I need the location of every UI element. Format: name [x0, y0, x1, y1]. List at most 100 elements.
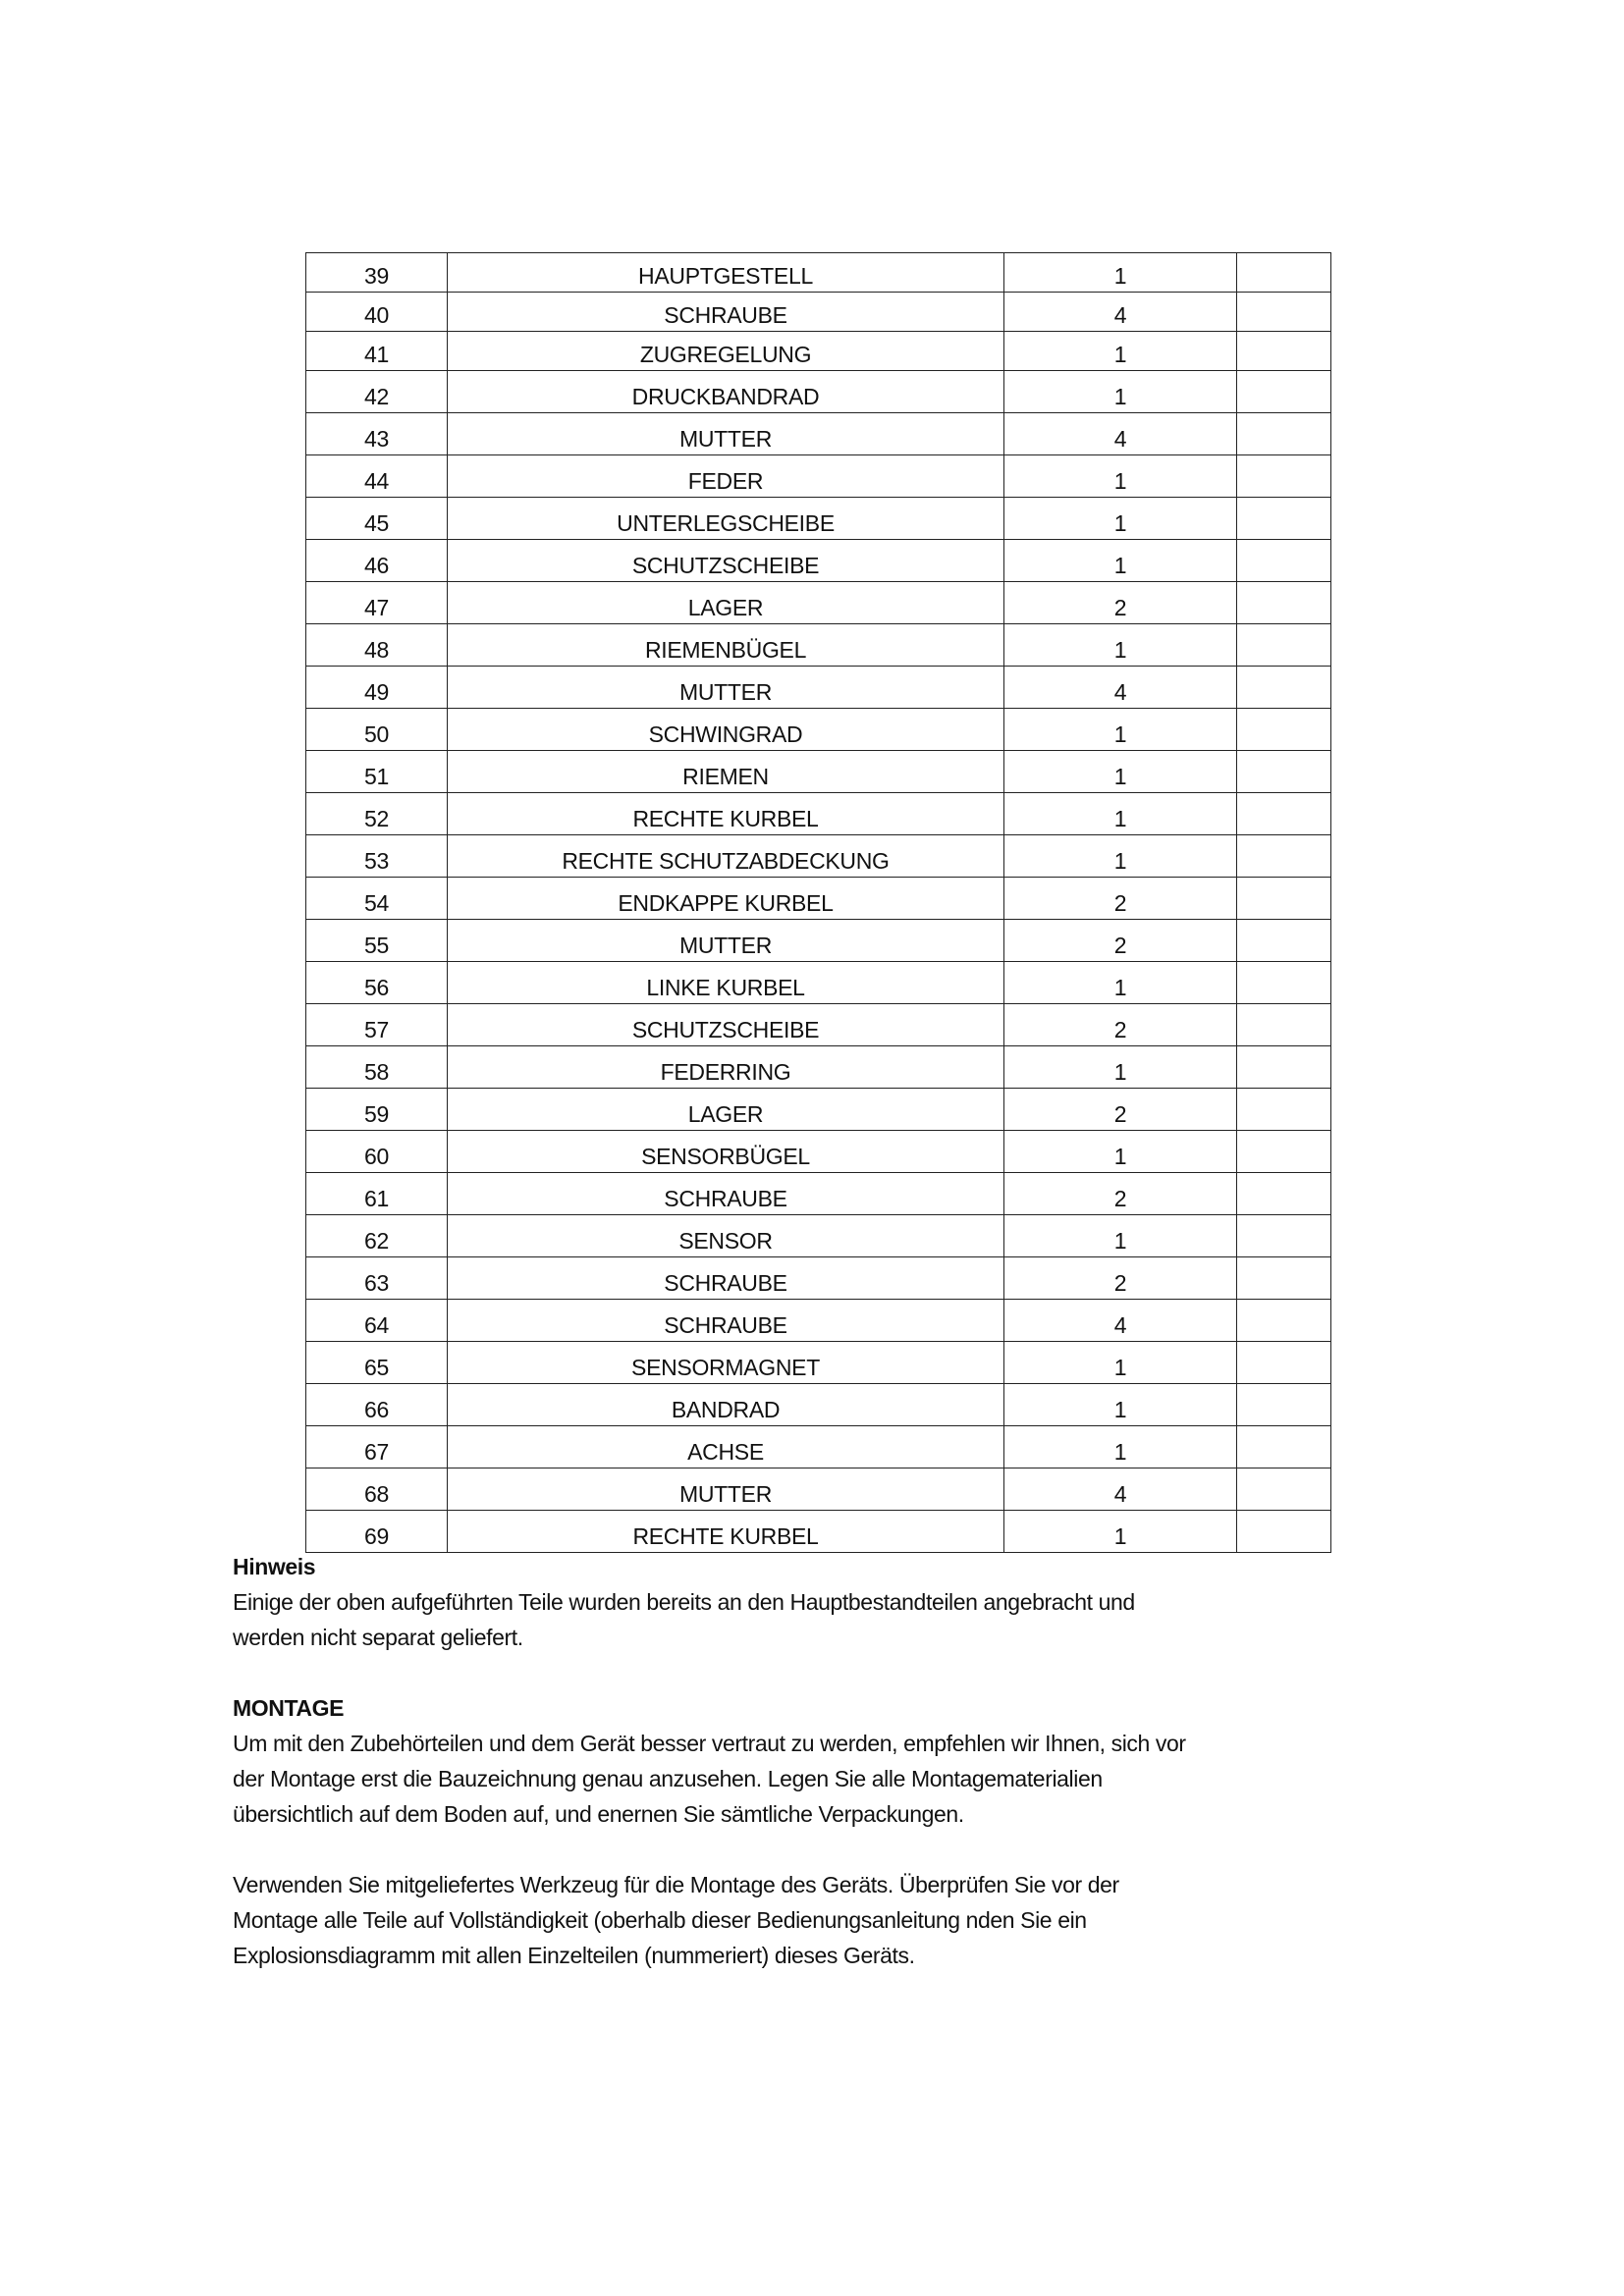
part-name-cell: SCHUTZSCHEIBE [447, 539, 1004, 582]
part-number-cell: 45 [305, 497, 448, 540]
part-number-cell: 58 [305, 1045, 448, 1089]
quantity-cell: 2 [1003, 877, 1237, 920]
quantity-cell: 1 [1003, 1130, 1237, 1173]
part-number-cell: 46 [305, 539, 448, 582]
part-number-cell: 52 [305, 792, 448, 835]
table-row: 66 BANDRAD 1 [305, 1383, 1331, 1426]
part-number-cell: 60 [305, 1130, 448, 1173]
part-name-cell: RECHTE SCHUTZABDECKUNG [447, 834, 1004, 878]
check-cell [1236, 454, 1331, 498]
quantity-cell: 4 [1003, 1468, 1237, 1511]
part-name-cell: RIEMEN [447, 750, 1004, 793]
table-row: 59 LAGER 2 [305, 1088, 1331, 1131]
table-row: 40 SCHRAUBE 4 [305, 292, 1331, 332]
part-name-cell: SCHWINGRAD [447, 708, 1004, 751]
text-line: Einige der oben aufgeführten Teile wurde… [233, 1589, 1135, 1615]
part-number-cell: 69 [305, 1510, 448, 1553]
check-cell [1236, 919, 1331, 962]
part-name-cell: SCHRAUBE [447, 1172, 1004, 1215]
part-name-cell: FEDERRING [447, 1045, 1004, 1089]
check-cell [1236, 834, 1331, 878]
quantity-cell: 2 [1003, 581, 1237, 624]
part-name-cell: MUTTER [447, 666, 1004, 709]
part-number-cell: 57 [305, 1003, 448, 1046]
table-row: 69 RECHTE KURBEL 1 [305, 1510, 1331, 1553]
part-name-cell: FEDER [447, 454, 1004, 498]
part-name-cell: SCHRAUBE [447, 1256, 1004, 1300]
check-cell [1236, 370, 1331, 413]
quantity-cell: 1 [1003, 1045, 1237, 1089]
part-name-cell: MUTTER [447, 919, 1004, 962]
check-cell [1236, 1003, 1331, 1046]
table-row: 44 FEDER 1 [305, 454, 1331, 498]
table-row: 60 SENSORBÜGEL 1 [305, 1130, 1331, 1173]
part-number-cell: 62 [305, 1214, 448, 1257]
check-cell [1236, 1088, 1331, 1131]
part-name-cell: BANDRAD [447, 1383, 1004, 1426]
table-row: 50 SCHWINGRAD 1 [305, 708, 1331, 751]
montage-heading: MONTAGE [233, 1695, 345, 1721]
table-row: 42 DRUCKBANDRAD 1 [305, 370, 1331, 413]
part-number-cell: 54 [305, 877, 448, 920]
part-number-cell: 41 [305, 331, 448, 371]
text-line: werden nicht separat geliefert. [233, 1625, 523, 1650]
table-row: 68 MUTTER 4 [305, 1468, 1331, 1511]
part-number-cell: 40 [305, 292, 448, 332]
check-cell [1236, 877, 1331, 920]
table-row: 53 RECHTE SCHUTZABDECKUNG 1 [305, 834, 1331, 878]
check-cell [1236, 1468, 1331, 1511]
check-cell [1236, 1045, 1331, 1089]
part-name-cell: RECHTE KURBEL [447, 1510, 1004, 1553]
quantity-cell: 1 [1003, 708, 1237, 751]
part-name-cell: ENDKAPPE KURBEL [447, 877, 1004, 920]
table-row: 54 ENDKAPPE KURBEL 2 [305, 877, 1331, 920]
quantity-cell: 2 [1003, 1256, 1237, 1300]
hinweis-paragraph: Einige der oben aufgeführten Teile wurde… [233, 1584, 1411, 1655]
check-cell [1236, 497, 1331, 540]
part-name-cell: RECHTE KURBEL [447, 792, 1004, 835]
table-row: 49 MUTTER 4 [305, 666, 1331, 709]
quantity-cell: 1 [1003, 331, 1237, 371]
check-cell [1236, 292, 1331, 332]
part-number-cell: 68 [305, 1468, 448, 1511]
table-row: 41 ZUGREGELUNG 1 [305, 331, 1331, 371]
quantity-cell: 4 [1003, 292, 1237, 332]
part-name-cell: LINKE KURBEL [447, 961, 1004, 1004]
check-cell [1236, 539, 1331, 582]
table-row: 39 HAUPTGESTELL 1 [305, 252, 1331, 293]
part-name-cell: MUTTER [447, 1468, 1004, 1511]
part-number-cell: 66 [305, 1383, 448, 1426]
text-line: Explosionsdiagramm mit allen Einzelteile… [233, 1943, 915, 1968]
check-cell [1236, 412, 1331, 455]
quantity-cell: 1 [1003, 1510, 1237, 1553]
part-number-cell: 44 [305, 454, 448, 498]
check-cell [1236, 331, 1331, 371]
check-cell [1236, 666, 1331, 709]
part-number-cell: 61 [305, 1172, 448, 1215]
quantity-cell: 1 [1003, 1383, 1237, 1426]
table-row: 47 LAGER 2 [305, 581, 1331, 624]
quantity-cell: 4 [1003, 1299, 1237, 1342]
table-row: 55 MUTTER 2 [305, 919, 1331, 962]
check-cell [1236, 792, 1331, 835]
text-body: Hinweis Einige der oben aufgeführten Tei… [233, 1549, 1411, 2008]
quantity-cell: 1 [1003, 539, 1237, 582]
quantity-cell: 1 [1003, 623, 1237, 667]
part-number-cell: 50 [305, 708, 448, 751]
part-number-cell: 63 [305, 1256, 448, 1300]
part-name-cell: DRUCKBANDRAD [447, 370, 1004, 413]
table-row: 57 SCHUTZSCHEIBE 2 [305, 1003, 1331, 1046]
table-row: 58 FEDERRING 1 [305, 1045, 1331, 1089]
check-cell [1236, 1383, 1331, 1426]
check-cell [1236, 623, 1331, 667]
table-row: 63 SCHRAUBE 2 [305, 1256, 1331, 1300]
check-cell [1236, 1299, 1331, 1342]
part-name-cell: ACHSE [447, 1425, 1004, 1468]
quantity-cell: 1 [1003, 834, 1237, 878]
part-name-cell: SCHUTZSCHEIBE [447, 1003, 1004, 1046]
quantity-cell: 1 [1003, 961, 1237, 1004]
part-name-cell: LAGER [447, 581, 1004, 624]
table-row: 67 ACHSE 1 [305, 1425, 1331, 1468]
check-cell [1236, 750, 1331, 793]
part-name-cell: LAGER [447, 1088, 1004, 1131]
